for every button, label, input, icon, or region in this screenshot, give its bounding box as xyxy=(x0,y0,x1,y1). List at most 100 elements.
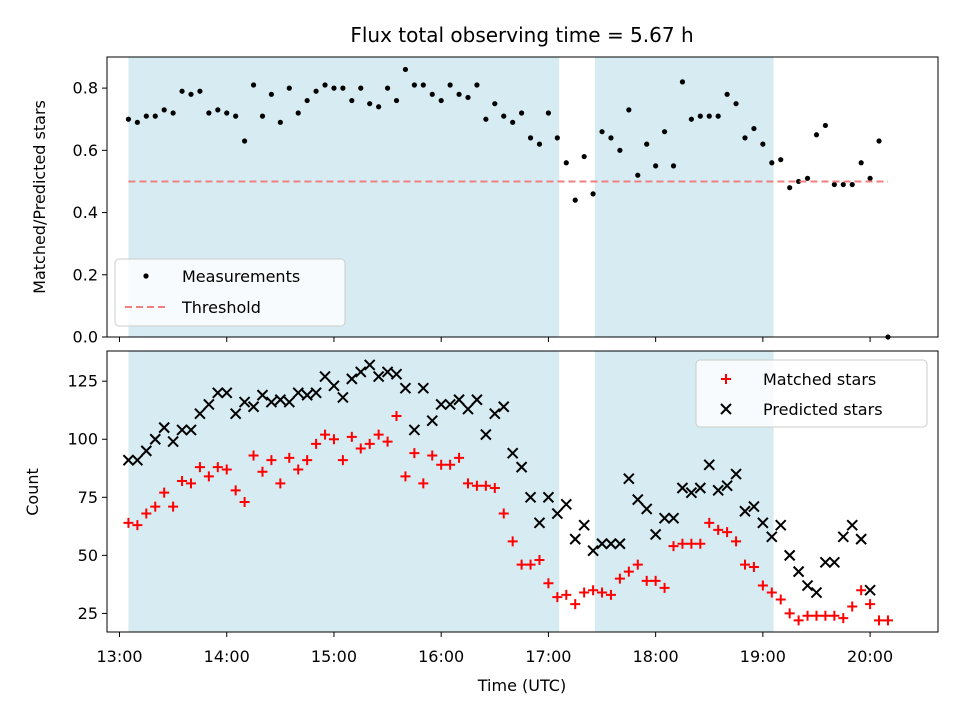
matched-stars-point-77 xyxy=(802,610,813,621)
measurements-point-65 xyxy=(697,113,703,119)
matched-stars-point-81 xyxy=(838,613,849,624)
matched-stars-point-14 xyxy=(239,496,250,507)
matched-stars-point-20 xyxy=(293,464,304,475)
matched-stars-point-55 xyxy=(605,589,616,600)
predicted-stars-point-71 xyxy=(748,500,760,513)
matched-stars-point-32 xyxy=(400,471,411,482)
predicted-stars-point-8 xyxy=(185,424,197,436)
predicted-stars-point-20 xyxy=(292,387,304,399)
measurements-point-22 xyxy=(313,88,319,94)
predicted-stars-point-56 xyxy=(614,538,626,550)
matched-stars-point-63 xyxy=(677,538,688,549)
matched-stars-point-64 xyxy=(686,538,697,549)
predicted-stars-point-9 xyxy=(194,407,206,420)
measurements-point-14 xyxy=(242,138,248,144)
measurements-point-11 xyxy=(215,107,221,113)
measurements-point-17 xyxy=(268,91,275,97)
matched-stars-point-37 xyxy=(445,459,456,470)
y-tick-label: 100 xyxy=(67,430,98,449)
legend: Matched stars Predicted stars xyxy=(695,359,928,428)
measurements-point-9 xyxy=(197,88,203,94)
matched-stars-point-75 xyxy=(784,608,795,619)
measurements-point-38 xyxy=(456,91,462,97)
matched-stars-point-82 xyxy=(847,601,858,612)
predicted-stars-point-30 xyxy=(381,366,394,378)
predicted-stars-point-43 xyxy=(498,401,510,413)
predicted-stars-point-61 xyxy=(658,512,671,524)
measurements-point-79 xyxy=(822,122,829,129)
predicted-stars-point-13 xyxy=(229,407,242,420)
matched-stars-point-40 xyxy=(471,480,482,491)
predicted-stars-point-69 xyxy=(730,468,742,480)
measurements-point-34 xyxy=(420,82,426,88)
matched-stars-point-28 xyxy=(364,438,375,449)
predicted-stars-point-53 xyxy=(587,545,599,557)
measurements-point-1 xyxy=(125,116,132,122)
matched-stars-point-51 xyxy=(570,599,581,610)
measurements-point-76 xyxy=(796,178,802,185)
predicted-stars-point-17 xyxy=(265,396,278,408)
matched-stars-point-12 xyxy=(221,464,232,475)
predicted-stars-point-80 xyxy=(828,556,841,569)
measurements-point-46 xyxy=(527,135,534,141)
predicted-stars-point-82 xyxy=(846,519,858,531)
matched-stars-point-86 xyxy=(882,615,893,626)
observation-band-2 xyxy=(594,57,774,337)
x-tick-label: 13:00 xyxy=(96,647,142,666)
matched-stars-point-62 xyxy=(668,541,679,552)
measurements-point-49 xyxy=(554,135,560,141)
measurements-point-78 xyxy=(813,132,820,138)
legend-label: Measurements xyxy=(182,267,300,286)
predicted-stars-point-74 xyxy=(775,519,787,531)
measurements-point-64 xyxy=(688,116,694,122)
predicted-stars-point-14 xyxy=(238,396,251,408)
y-tick-label: 0.4 xyxy=(73,203,98,222)
predicted-stars-point-3 xyxy=(140,445,153,457)
predicted-stars-point-44 xyxy=(506,447,519,459)
predicted-stars-point-66 xyxy=(703,459,715,471)
predicted-stars-point-58 xyxy=(632,493,644,506)
predicted-stars-point-46 xyxy=(524,491,537,504)
predicted-stars-point-49 xyxy=(551,507,564,520)
predicted-stars-point-78 xyxy=(810,586,823,599)
predicted-stars-point-25 xyxy=(337,391,349,404)
measurements-point-71 xyxy=(751,125,757,132)
measurements-point-2 xyxy=(134,119,140,125)
predicted-stars-point-73 xyxy=(766,531,778,543)
measurements-point-4 xyxy=(152,113,158,119)
measurements-point-60 xyxy=(653,163,659,169)
measurements-point-15 xyxy=(250,82,257,88)
predicted-stars-point-72 xyxy=(757,517,769,529)
x-tick-label: 17:00 xyxy=(525,647,571,666)
measurements-point-74 xyxy=(778,157,784,163)
matched-stars-point-70 xyxy=(739,559,750,570)
legend-box xyxy=(114,258,346,327)
y-tick-label: 50 xyxy=(78,546,98,565)
matched-stars-point-48 xyxy=(543,578,554,589)
matched-stars-point-69 xyxy=(731,536,742,547)
measurements-point-72 xyxy=(760,141,766,147)
matched-stars-point-27 xyxy=(355,443,366,454)
matched-stars-point-11 xyxy=(212,462,223,473)
matched-stars-point-65 xyxy=(695,538,706,549)
measurements-point-52 xyxy=(581,153,587,160)
predicted-stars-point-52 xyxy=(578,519,590,531)
predicted-stars-point-15 xyxy=(247,401,260,413)
predicted-stars-point-21 xyxy=(301,389,313,401)
predicted-stars-point-54 xyxy=(596,538,608,550)
predicted-stars-point-76 xyxy=(792,565,805,578)
measurements-point-24 xyxy=(331,85,337,91)
measurements-point-58 xyxy=(635,172,641,178)
predicted-stars-point-19 xyxy=(283,396,295,408)
measurements-point-29 xyxy=(376,104,382,110)
matched-stars-point-43 xyxy=(498,508,509,519)
matched-stars-point-41 xyxy=(480,480,491,491)
measurements-point-57 xyxy=(626,107,632,113)
measurements-point-43 xyxy=(501,113,507,119)
measurements-point-23 xyxy=(322,82,328,88)
predicted-stars-point-45 xyxy=(515,461,528,473)
predicted-stars-point-60 xyxy=(649,528,662,541)
measurements-point-80 xyxy=(831,181,837,188)
legend-box xyxy=(695,359,928,428)
